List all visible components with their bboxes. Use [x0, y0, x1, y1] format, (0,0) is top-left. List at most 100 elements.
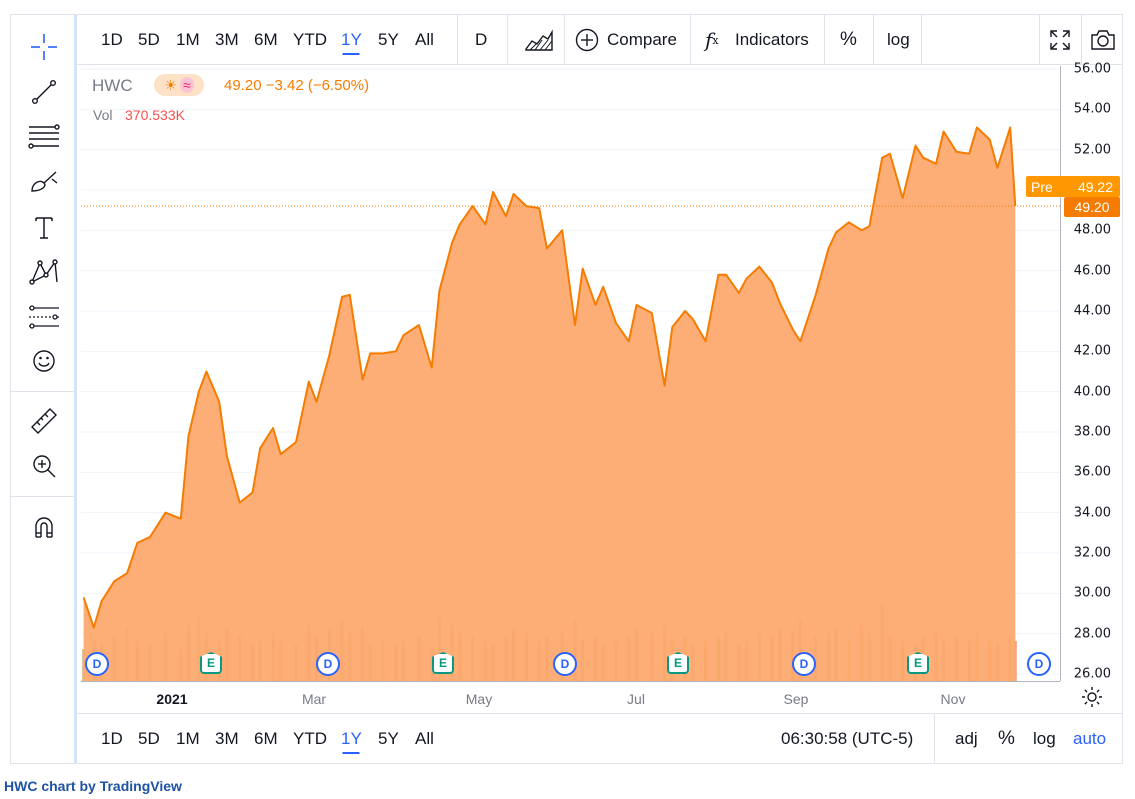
toolbar-divider [824, 15, 825, 65]
trend-line-icon[interactable] [23, 72, 65, 112]
emoji-icon[interactable] [23, 341, 65, 381]
magnet-icon[interactable] [23, 507, 65, 547]
range-all[interactable]: All [415, 729, 434, 748]
attribution-brand: TradingView [99, 778, 182, 794]
symbol-name: HWC [92, 76, 133, 95]
range-1y[interactable]: 1Y [341, 714, 362, 764]
adj-toggle[interactable]: adj [955, 729, 978, 748]
range-1d[interactable]: 1D [101, 729, 123, 748]
last-price-tag: 49.20 [1064, 197, 1120, 217]
timeframe-5d[interactable]: 5D [138, 30, 160, 49]
prediction-icon[interactable] [23, 297, 65, 337]
timeframe-ytd[interactable]: YTD [293, 30, 327, 49]
timeframe-1m[interactable]: 1M [176, 30, 200, 49]
timezone-clock[interactable]: 06:30:58 (UTC-5) [781, 729, 914, 748]
interval-button[interactable]: D [475, 30, 488, 49]
brush-icon[interactable] [23, 162, 65, 202]
price-tick: 40.00 [1073, 384, 1111, 400]
crosshair-icon[interactable] [23, 27, 65, 67]
range-ytd[interactable]: YTD [293, 729, 327, 748]
timeframe-3m[interactable]: 3M [215, 30, 239, 49]
toolbar-divider [1081, 15, 1082, 65]
range-3m[interactable]: 3M [215, 729, 239, 748]
market-status-badge[interactable]: ☀ ≈ [154, 74, 204, 96]
fib-retracement-icon[interactable] [23, 117, 65, 157]
volume-value: 370.533K [125, 107, 185, 123]
price-tick: 36.00 [1073, 464, 1111, 480]
price-area [83, 127, 1016, 681]
top-toolbar: 1D 5D 1M 3M 6M YTD 1Y 5Y All D Compare f… [77, 15, 1123, 65]
dividend-marker[interactable]: D [85, 652, 109, 676]
earnings-marker[interactable]: E [200, 652, 222, 674]
price-tick: 46.00 [1073, 263, 1111, 279]
timeframe-5y[interactable]: 5Y [378, 30, 399, 49]
compare-button[interactable]: Compare [607, 30, 677, 49]
premarket-value: 49.22 [1077, 178, 1113, 195]
earnings-marker[interactable]: E [667, 652, 689, 674]
price-tick: 38.00 [1073, 424, 1111, 440]
time-label: Jul [627, 691, 645, 707]
log-toggle[interactable]: log [1033, 729, 1056, 748]
ruler-icon[interactable] [23, 401, 65, 441]
timeframe-1d[interactable]: 1D [101, 30, 123, 49]
time-label: Sep [783, 691, 809, 707]
premarket-label: Pre [1031, 178, 1053, 195]
price-change: 49.20 −3.42 (−6.50%) [224, 77, 370, 94]
range-1m[interactable]: 1M [176, 729, 200, 748]
sun-icon: ☀ [164, 76, 177, 93]
time-axis[interactable]: 2021 Mar May Jul Sep Nov [81, 681, 1060, 713]
zoom-in-icon[interactable] [23, 446, 65, 486]
compare-plus-icon[interactable] [574, 15, 600, 65]
range-5d[interactable]: 5D [138, 729, 160, 748]
indicators-button[interactable]: Indicators [735, 30, 809, 49]
timeframe-1y[interactable]: 1Y [341, 15, 362, 65]
time-label: Nov [940, 691, 966, 707]
pattern-icon[interactable] [23, 252, 65, 292]
price-tick: 44.00 [1073, 303, 1111, 319]
premarket-price-tag: Pre 49.22 [1026, 176, 1120, 197]
toolbar-divider [564, 15, 565, 65]
dividend-marker[interactable]: D [792, 652, 816, 676]
toolbar-edge [74, 15, 77, 763]
fullscreen-icon[interactable] [1041, 15, 1079, 65]
price-tick: 54.00 [1073, 101, 1111, 117]
price-line [82, 126, 1017, 629]
price-tick: 30.00 [1073, 585, 1111, 601]
price-tick: 56.00 [1073, 61, 1111, 77]
earnings-marker[interactable]: E [907, 652, 929, 674]
log-scale-button[interactable]: log [887, 30, 910, 49]
attribution-text: chart by [37, 778, 100, 794]
price-tick: 26.00 [1073, 666, 1111, 682]
drawing-toolbar [11, 15, 77, 763]
dividend-marker[interactable]: D [1027, 652, 1051, 676]
price-tick: 52.00 [1073, 142, 1111, 158]
price-chart[interactable] [81, 66, 1060, 681]
volume-label: Vol [93, 107, 113, 123]
bottom-toolbar: 1D 5D 1M 3M 6M YTD 1Y 5Y All 06:30:58 (U… [77, 713, 1123, 764]
percent-toggle[interactable]: % [998, 728, 1015, 749]
dividend-marker[interactable]: D [316, 652, 340, 676]
toolbar-divider [507, 15, 508, 65]
toolbar-divider [934, 714, 935, 764]
timeframe-all[interactable]: All [415, 30, 434, 49]
percent-scale-button[interactable]: % [840, 29, 857, 50]
price-axis[interactable]: 56.0054.0052.0050.0048.0046.0044.0042.00… [1060, 62, 1123, 682]
toolbar-divider [11, 391, 76, 392]
dividend-marker[interactable]: D [553, 652, 577, 676]
auto-scale-toggle[interactable]: auto [1073, 729, 1107, 748]
timeframe-6m[interactable]: 6M [254, 30, 278, 49]
price-tick: 34.00 [1073, 505, 1111, 521]
text-tool-icon[interactable] [23, 207, 65, 247]
attribution-symbol: HWC [4, 778, 38, 794]
toolbar-divider [873, 15, 874, 65]
camera-icon[interactable] [1083, 15, 1123, 65]
attribution-link[interactable]: HWC chart by TradingView [4, 778, 182, 794]
settings-gear-icon[interactable] [1060, 681, 1123, 713]
price-tick: 42.00 [1073, 343, 1111, 359]
earnings-marker[interactable]: E [432, 652, 454, 674]
chart-style-icon[interactable] [517, 15, 561, 65]
range-5y[interactable]: 5Y [378, 729, 399, 748]
range-6m[interactable]: 6M [254, 729, 278, 748]
